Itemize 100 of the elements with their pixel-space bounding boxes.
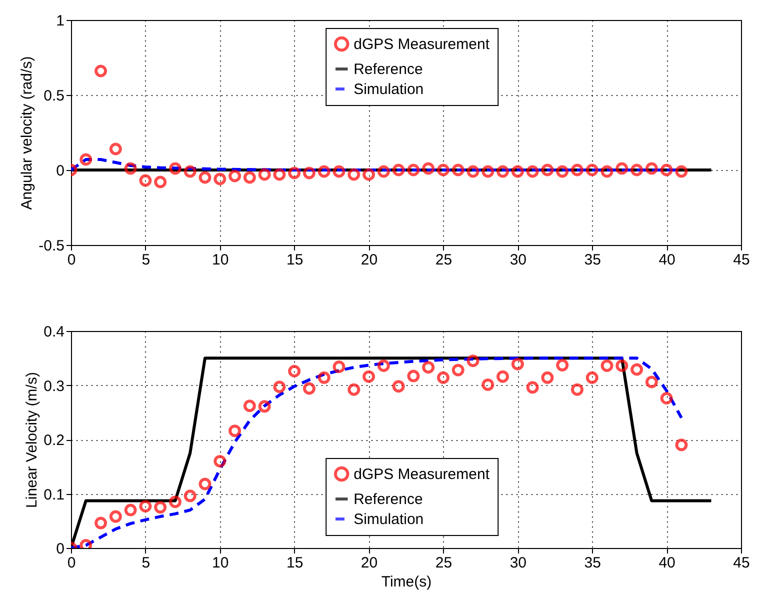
x-tick-label: 25 [435, 252, 452, 268]
y-tick-label: 0.3 [44, 378, 64, 395]
point [362, 370, 376, 383]
y-tick-label: 0.1 [44, 486, 64, 504]
point [109, 142, 122, 156]
point [243, 171, 256, 184]
x-tick-label: 15 [286, 252, 304, 268]
point [466, 354, 480, 368]
point [228, 170, 242, 182]
point [496, 165, 510, 178]
y-axis-title: Linear Velocity (m/s) [24, 372, 41, 508]
point [332, 360, 346, 374]
legend-label: dGPS Measurement [354, 36, 490, 53]
point [526, 381, 539, 394]
point [630, 164, 644, 176]
point [660, 392, 673, 405]
point [243, 400, 256, 412]
x-tick-label: 0 [67, 554, 76, 572]
point [302, 166, 316, 180]
point [377, 165, 390, 178]
legend-label: Simulation [354, 81, 424, 98]
point [570, 164, 584, 176]
legend-label: Reference [354, 491, 423, 508]
x-tick-label: 10 [212, 252, 229, 268]
x-tick-label: 45 [733, 554, 750, 572]
point [154, 501, 167, 514]
x-tick-label: 35 [584, 554, 601, 572]
point [288, 364, 301, 378]
x-tick-label: 15 [286, 554, 304, 572]
point [407, 164, 420, 176]
point [139, 500, 152, 512]
point [392, 380, 405, 393]
point [407, 370, 420, 382]
point [214, 172, 226, 186]
point [466, 165, 480, 178]
y-tick-label: 0 [56, 162, 64, 180]
legend-label: Simulation [354, 511, 424, 528]
point [511, 165, 524, 178]
x-tick-label: 5 [142, 554, 150, 572]
point [541, 371, 554, 384]
point [273, 380, 286, 394]
point [526, 165, 539, 178]
point [586, 371, 598, 384]
point [675, 165, 688, 178]
point [660, 164, 673, 176]
x-tick-label: 20 [360, 252, 378, 268]
x-tick-label: 5 [142, 252, 150, 268]
y-tick-label: 1 [56, 12, 64, 30]
x-tick-label: 10 [212, 554, 229, 572]
point [184, 490, 196, 502]
x-tick-label: 40 [658, 554, 676, 572]
point [482, 378, 494, 391]
y-tick-label: 0.5 [44, 88, 64, 104]
point [645, 162, 658, 175]
point [318, 165, 330, 178]
point [436, 164, 450, 176]
point [124, 162, 137, 175]
point [392, 164, 405, 176]
y-tick-label: 0.2 [44, 432, 64, 449]
legend-label: dGPS Measurement [354, 466, 490, 483]
x-tick-label: 30 [510, 252, 527, 268]
point [94, 516, 108, 530]
point [600, 359, 614, 372]
point [616, 162, 628, 175]
point [198, 478, 212, 490]
y-axis-title: Angular velocity (rad/s) [18, 56, 36, 210]
point [318, 371, 330, 384]
point [436, 371, 450, 384]
point [273, 168, 286, 181]
point [154, 176, 167, 188]
point [482, 165, 494, 178]
point [675, 438, 688, 452]
point [348, 168, 360, 181]
point [139, 174, 152, 187]
point [348, 383, 360, 396]
legend-label: Reference [354, 61, 423, 78]
point [109, 510, 122, 523]
point [258, 400, 271, 413]
point [586, 164, 598, 176]
point [452, 364, 464, 376]
x-tick-label: 25 [435, 554, 452, 572]
x-tick-label: 45 [733, 252, 750, 268]
x-tick-label: 0 [67, 252, 76, 268]
point [422, 162, 435, 175]
point [94, 64, 108, 78]
point [332, 165, 346, 178]
point [556, 358, 569, 372]
point [214, 454, 226, 468]
x-axis-title: Time(s) [381, 574, 432, 590]
y-tick-label: -0.5 [38, 238, 64, 254]
point [258, 168, 271, 181]
point [645, 376, 658, 388]
point [511, 358, 524, 370]
point [168, 162, 182, 175]
point [198, 171, 212, 184]
point [496, 370, 510, 383]
point [556, 165, 569, 178]
point [630, 363, 644, 376]
point [288, 166, 301, 180]
point [184, 165, 196, 178]
